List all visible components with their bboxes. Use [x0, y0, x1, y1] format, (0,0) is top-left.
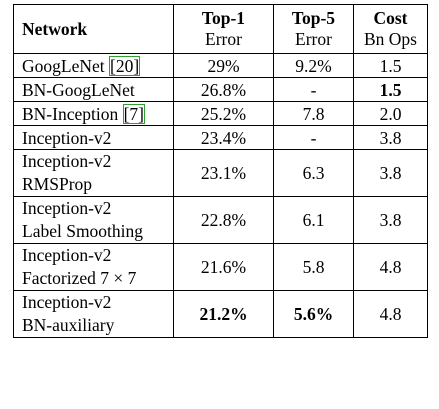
network-name: BN-Inception: [22, 103, 123, 124]
header-top1: Top-1 Error: [173, 4, 274, 54]
header-top5-line2: Error: [295, 29, 332, 49]
top1-cell: 21.6%: [173, 243, 274, 291]
top1-cell: 23.1%: [173, 149, 274, 197]
header-top1-line2: Error: [205, 29, 242, 49]
top1-cell: 29%: [173, 53, 274, 78]
network-cell: BN-Inception [7]: [13, 101, 174, 126]
top1-cell: 22.8%: [173, 196, 274, 244]
top5-cell: 6.1: [273, 196, 354, 244]
network-cell: BN-GoogLeNet: [13, 77, 174, 102]
network-variant: BN-auxiliary: [22, 315, 115, 335]
top5-cell: 5.8: [273, 243, 354, 291]
table-row: Inception-v2 Label Smoothing 22.8% 6.1 3…: [13, 196, 428, 244]
top5-cell: -: [273, 77, 354, 102]
top5-cell: 5.6%: [273, 290, 354, 338]
cost-cell: 4.8: [353, 290, 428, 338]
network-variant: Factorized 7 × 7: [22, 268, 137, 288]
network-name: Inception-v2: [22, 127, 112, 148]
top5-cell: -: [273, 125, 354, 150]
citation-link[interactable]: [7]: [122, 103, 146, 124]
table-row: Inception-v2 RMSProp 23.1% 6.3 3.8: [13, 149, 428, 197]
network-name: Inception-v2: [22, 292, 112, 312]
top5-cell: 7.8: [273, 101, 354, 126]
top1-cell: 21.2%: [173, 290, 274, 338]
table-row: GoogLeNet [20] 29% 9.2% 1.5: [13, 53, 428, 78]
network-cell: GoogLeNet [20]: [13, 53, 174, 78]
table-row: BN-Inception [7] 25.2% 7.8 2.0: [13, 101, 428, 126]
network-name: BN-GoogLeNet: [22, 79, 135, 100]
cost-cell: 3.8: [353, 196, 428, 244]
header-cost-line2: Bn Ops: [364, 29, 417, 49]
header-top5: Top-5 Error: [273, 4, 354, 54]
table-row: Inception-v2 BN-auxiliary 21.2% 5.6% 4.8: [13, 290, 428, 338]
header-cost: Cost Bn Ops: [353, 4, 428, 54]
results-table: Network Top-1 Error Top-5 Error Cost Bn …: [13, 4, 428, 338]
header-top1-line1: Top-1: [201, 8, 246, 28]
citation-link[interactable]: [20]: [109, 55, 141, 76]
network-cell: Inception-v2 Factorized 7 × 7: [13, 243, 174, 291]
header-cost-line1: Cost: [373, 8, 408, 28]
cost-cell: 1.5: [353, 53, 428, 78]
table-row: Inception-v2 23.4% - 3.8: [13, 125, 428, 150]
top5-cell: 9.2%: [273, 53, 354, 78]
network-name: Inception-v2: [22, 151, 112, 171]
top1-cell: 23.4%: [173, 125, 274, 150]
cost-cell: 3.8: [353, 125, 428, 150]
top5-cell: 6.3: [273, 149, 354, 197]
top1-cell: 26.8%: [173, 77, 274, 102]
network-cell: Inception-v2: [13, 125, 174, 150]
network-name: GoogLeNet: [22, 55, 109, 76]
cost-cell: 1.5: [353, 77, 428, 102]
network-name: Inception-v2: [22, 198, 112, 218]
header-row: Network Top-1 Error Top-5 Error Cost Bn …: [13, 4, 428, 54]
cost-cell: 4.8: [353, 243, 428, 291]
cost-cell: 3.8: [353, 149, 428, 197]
header-top5-line1: Top-5: [291, 8, 336, 28]
network-name: Inception-v2: [22, 245, 112, 265]
network-cell: Inception-v2 Label Smoothing: [13, 196, 174, 244]
cost-cell: 2.0: [353, 101, 428, 126]
table-row: BN-GoogLeNet 26.8% - 1.5: [13, 77, 428, 102]
network-cell: Inception-v2 RMSProp: [13, 149, 174, 197]
network-cell: Inception-v2 BN-auxiliary: [13, 290, 174, 338]
top1-cell: 25.2%: [173, 101, 274, 126]
table-row: Inception-v2 Factorized 7 × 7 21.6% 5.8 …: [13, 243, 428, 291]
network-variant: Label Smoothing: [22, 221, 144, 241]
network-variant: RMSProp: [22, 174, 93, 194]
header-network: Network: [13, 4, 174, 54]
